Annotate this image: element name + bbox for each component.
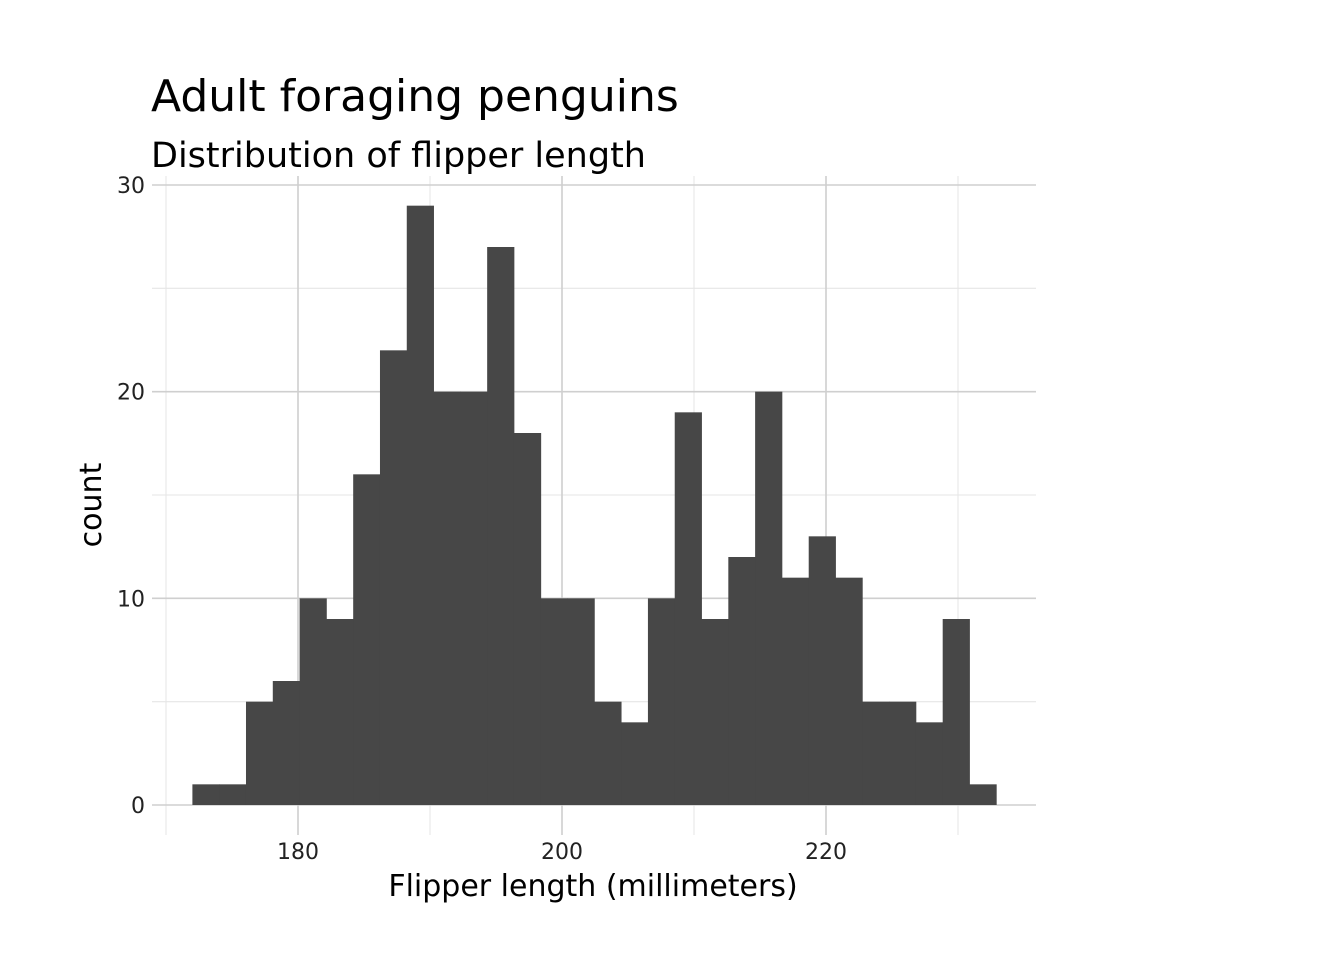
x-axis-title: Flipper length (millimeters) xyxy=(388,869,797,904)
histogram-bars xyxy=(192,205,997,806)
histogram-bar xyxy=(781,577,810,805)
histogram-bar xyxy=(487,247,515,805)
histogram-bar xyxy=(755,391,783,805)
histogram-bar xyxy=(862,701,890,805)
histogram-bar xyxy=(219,784,247,805)
histogram-bar xyxy=(889,701,917,805)
y-tick-label: 0 xyxy=(131,794,145,819)
histogram-bar xyxy=(379,350,408,805)
histogram-bar xyxy=(326,619,354,805)
histogram-bar xyxy=(942,619,970,805)
histogram-bar xyxy=(808,536,836,805)
x-tick-label: 180 xyxy=(277,840,319,865)
histogram-bar xyxy=(460,391,488,805)
histogram-bar xyxy=(728,557,756,805)
y-tick-label: 30 xyxy=(117,174,145,199)
histogram-bar xyxy=(353,474,381,805)
tick-labels: 180 200 220 0 10 20 30 xyxy=(117,174,847,865)
histogram-bar xyxy=(647,598,676,805)
histogram-bar xyxy=(299,598,327,805)
histogram-bar xyxy=(245,701,274,805)
histogram-bar xyxy=(192,784,220,805)
x-tick-label: 220 xyxy=(805,840,847,865)
histogram-bar xyxy=(969,784,997,805)
histogram-bar xyxy=(272,681,300,805)
histogram-bar xyxy=(567,598,595,805)
chart-title: Adult foraging penguins xyxy=(151,71,679,122)
histogram-bar xyxy=(621,722,649,805)
x-tick-label: 200 xyxy=(541,840,583,865)
histogram-bar xyxy=(674,412,702,805)
histogram-bar xyxy=(594,701,622,805)
histogram-bar xyxy=(701,619,729,805)
y-tick-label: 20 xyxy=(117,381,145,406)
y-tick-label: 10 xyxy=(117,587,145,612)
histogram-bar xyxy=(406,205,434,806)
histogram-bar xyxy=(540,598,568,805)
histogram-bar xyxy=(835,577,863,805)
y-axis-title: count xyxy=(74,462,109,547)
histogram-bar xyxy=(915,722,944,805)
chart-subtitle: Distribution of flipper length xyxy=(151,136,646,176)
histogram-bar xyxy=(513,433,542,805)
histogram-bar xyxy=(433,391,461,805)
